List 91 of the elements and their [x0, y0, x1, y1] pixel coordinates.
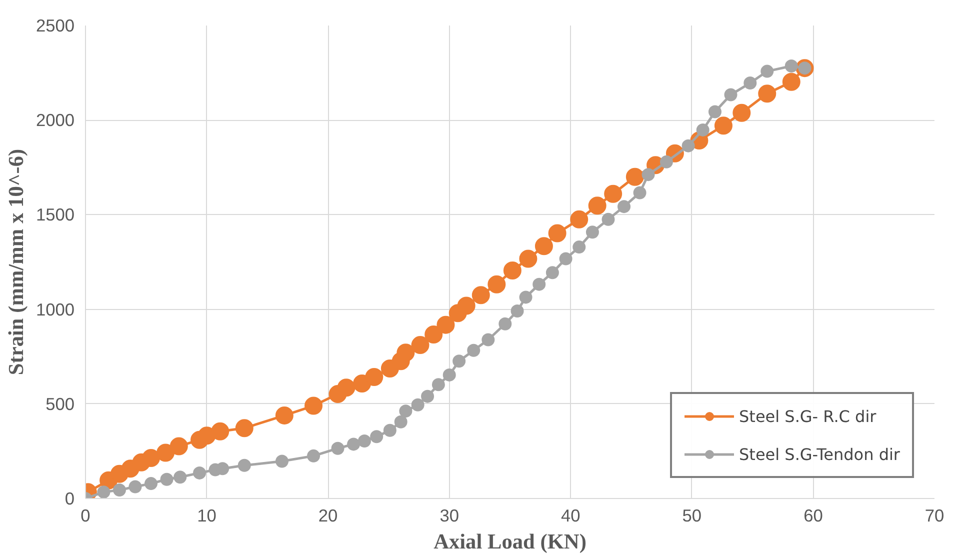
- point: [457, 296, 476, 315]
- point: [588, 196, 606, 215]
- point: [193, 466, 206, 480]
- x-tick-label: 10: [197, 506, 216, 526]
- point: [347, 438, 360, 451]
- point: [97, 486, 110, 498]
- point: [559, 252, 572, 266]
- point: [472, 286, 490, 304]
- legend-label: Steel S.G-Tendon dir: [739, 444, 900, 464]
- point: [682, 139, 695, 152]
- point: [714, 116, 732, 135]
- point: [586, 226, 599, 239]
- point: [421, 390, 434, 403]
- point: [170, 437, 188, 456]
- y-tick-label: 500: [46, 394, 75, 414]
- point: [503, 262, 522, 280]
- x-tick-label: 0: [80, 506, 90, 526]
- point: [784, 60, 798, 72]
- point: [626, 168, 644, 186]
- point: [572, 240, 586, 254]
- legend-label: Steel S.G- R.C dir: [739, 406, 876, 426]
- point: [275, 454, 288, 468]
- point: [696, 123, 710, 136]
- point: [396, 344, 415, 362]
- point: [337, 378, 356, 397]
- point: [174, 470, 187, 484]
- x-tick-label: 50: [682, 506, 702, 526]
- point: [519, 290, 532, 304]
- point: [618, 200, 631, 214]
- point: [534, 237, 553, 256]
- point: [424, 325, 443, 344]
- point: [782, 72, 800, 91]
- point: [546, 266, 559, 280]
- point: [482, 333, 495, 346]
- point: [510, 304, 524, 318]
- x-tick-label: 40: [561, 506, 580, 526]
- y-tick-label: 1500: [36, 204, 75, 225]
- point: [432, 378, 445, 392]
- point: [660, 155, 673, 168]
- point: [488, 275, 506, 294]
- point: [633, 186, 646, 200]
- point: [383, 424, 396, 437]
- point: [128, 480, 142, 494]
- x-tick-label: 20: [318, 506, 338, 526]
- point: [304, 396, 323, 415]
- point: [642, 168, 655, 182]
- point: [760, 64, 774, 78]
- point: [365, 368, 384, 386]
- x-tick-label: 60: [804, 506, 823, 526]
- point: [160, 472, 174, 486]
- point: [411, 336, 430, 354]
- point: [548, 224, 566, 242]
- point: [144, 477, 158, 490]
- point: [411, 398, 424, 412]
- y-tick-label: 2500: [36, 16, 75, 36]
- point: [358, 434, 371, 448]
- point: [708, 105, 722, 118]
- point: [235, 419, 254, 438]
- y-tick-label: 0: [64, 488, 75, 508]
- point: [532, 278, 546, 291]
- point: [519, 250, 538, 268]
- x-axis-title: Axial Load (KN): [434, 530, 586, 554]
- point: [216, 462, 230, 476]
- y-tick-label: 1000: [36, 299, 75, 320]
- point: [275, 406, 294, 424]
- point: [112, 484, 126, 496]
- point: [156, 444, 175, 462]
- point: [370, 430, 384, 444]
- point: [758, 84, 776, 103]
- point: [602, 212, 615, 226]
- point: [211, 422, 230, 440]
- point: [724, 88, 738, 102]
- point: [436, 316, 455, 334]
- y-axis-title: Strain (mm/mm x 10^-6): [4, 148, 28, 376]
- y-tick-label: 2000: [36, 110, 75, 130]
- point: [604, 184, 622, 203]
- point: [399, 404, 412, 418]
- point: [142, 449, 160, 467]
- point: [238, 458, 251, 472]
- x-tick-label: 30: [440, 506, 459, 526]
- x-tick-label: 70: [924, 506, 944, 526]
- point: [467, 344, 480, 357]
- point: [331, 442, 344, 455]
- point: [394, 415, 408, 428]
- point: [307, 449, 320, 462]
- point: [498, 317, 512, 330]
- point: [744, 76, 757, 90]
- point: [452, 354, 466, 368]
- point: [442, 368, 456, 382]
- point: [732, 104, 751, 122]
- point: [570, 210, 588, 228]
